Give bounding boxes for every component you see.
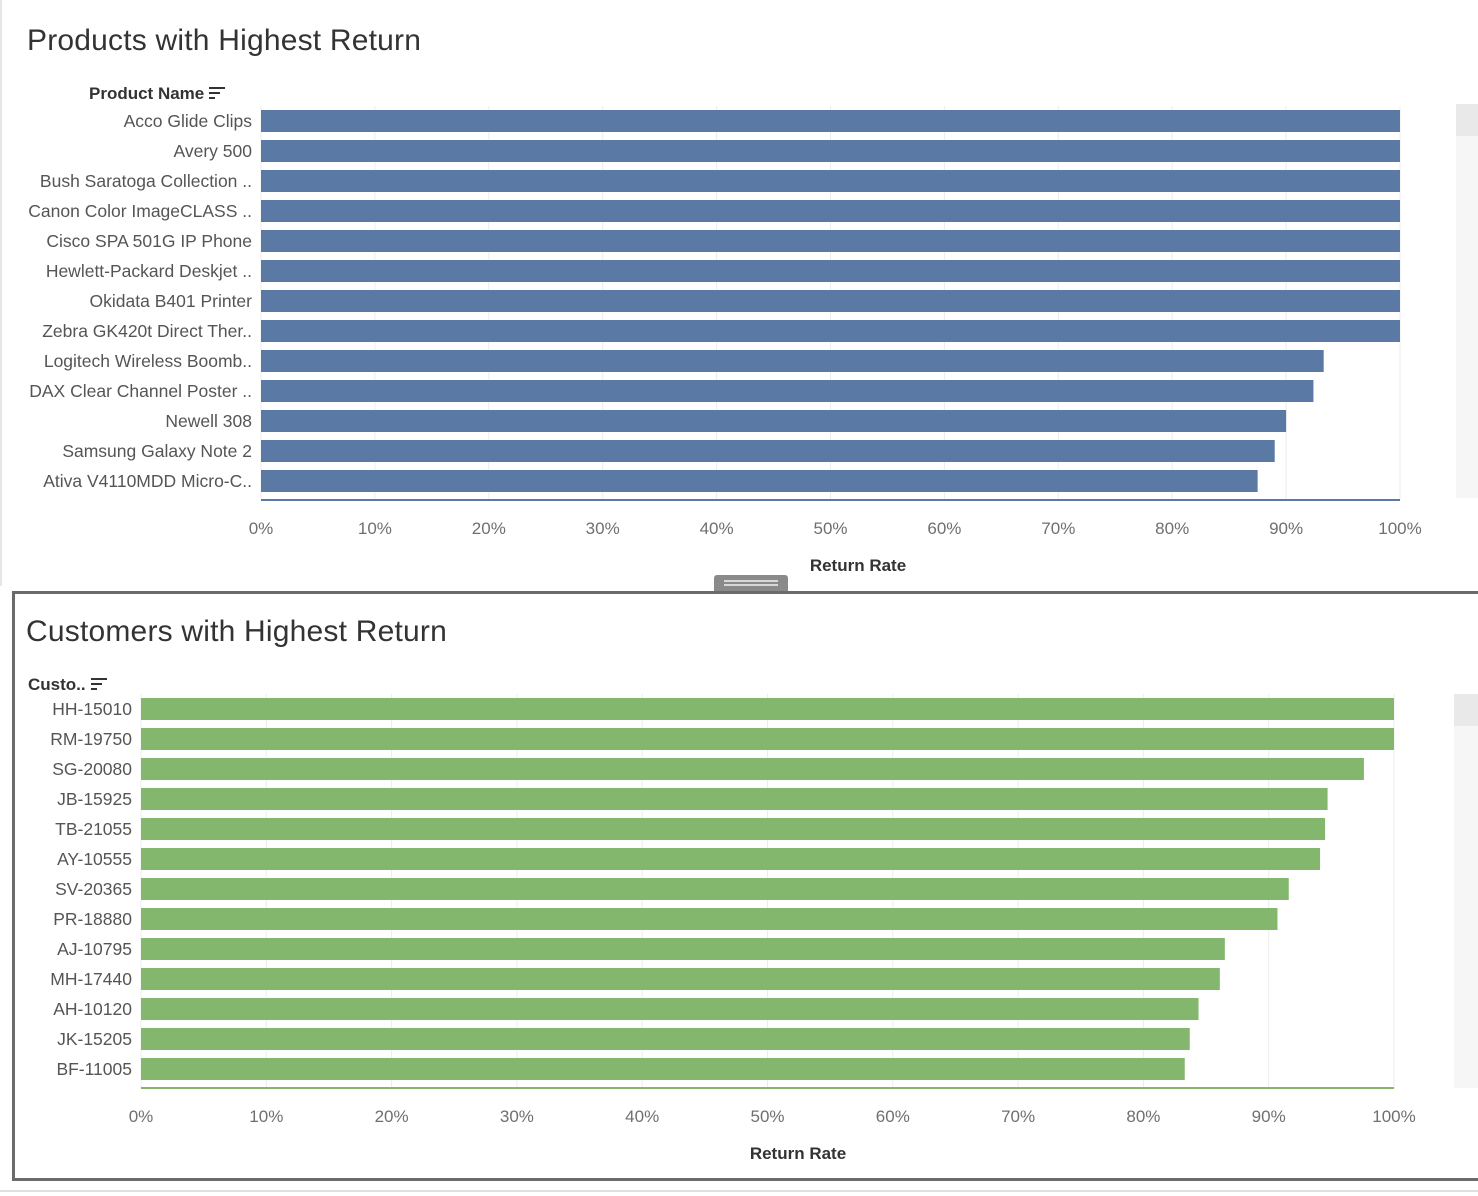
x-tick-label: 30% [586,519,620,538]
x-tick-label: 80% [1126,1107,1160,1126]
product-bar [261,350,1324,372]
bottom-divider [0,1190,1478,1192]
customer-label: SV-20365 [55,879,132,899]
customer-bar [141,848,1321,870]
customer-bar [141,788,1328,810]
product-label: Bush Saratoga Collection .. [40,171,252,191]
product-label: Cisco SPA 501G IP Phone [46,231,252,251]
product-label: DAX Clear Channel Poster .. [29,381,252,401]
x-tick-label: 50% [750,1107,784,1126]
x-tick-label: 70% [1041,519,1075,538]
product-label: Hewlett-Packard Deskjet .. [46,261,252,281]
x-tick-label: 10% [249,1107,283,1126]
sort-icon[interactable] [90,677,107,691]
product-label: Logitech Wireless Boomb.. [44,351,252,371]
products-scrollbar[interactable] [1456,104,1478,498]
customer-bar [141,1028,1190,1050]
product-bar [261,260,1400,282]
products-scrollbar-thumb[interactable] [1456,104,1478,136]
customer-label: AJ-10795 [57,939,132,959]
product-bar [261,410,1287,432]
x-axis-title: Return Rate [750,1144,846,1163]
customer-bar [141,908,1278,930]
x-tick-label: 40% [700,519,734,538]
customer-label: HH-15010 [52,699,132,719]
customer-label: JB-15925 [57,789,132,809]
x-tick-label: 50% [813,519,847,538]
x-tick-label: 100% [1378,519,1421,538]
x-tick-label: 100% [1372,1107,1415,1126]
product-bar [261,140,1400,162]
product-label: Ativa V4110MDD Micro-C.. [43,471,252,491]
customer-label: SG-20080 [52,759,132,779]
customer-label: BF-11005 [56,1059,132,1079]
x-tick-label: 0% [129,1107,154,1126]
x-tick-label: 60% [927,519,961,538]
customer-bar [141,698,1394,720]
customer-bar [141,998,1199,1020]
product-name-header[interactable]: Product Name [89,84,226,104]
customer-bar [141,818,1326,840]
x-tick-label: 90% [1269,519,1303,538]
customer-label: TB-21055 [55,819,132,839]
customer-label: AH-10120 [53,999,132,1019]
customer-bar [141,758,1364,780]
customer-label: RM-19750 [50,729,132,749]
product-label: Acco Glide Clips [124,111,253,131]
product-bar [261,440,1275,462]
customer-id-header-label: Custo.. [28,675,86,694]
product-label: Newell 308 [165,411,252,431]
product-label: Zebra GK420t Direct Ther.. [42,321,252,341]
product-bar [261,380,1314,402]
customers-panel-title: Customers with Highest Return [26,615,447,648]
x-tick-label: 40% [625,1107,659,1126]
product-label: Samsung Galaxy Note 2 [62,441,252,461]
sort-icon[interactable] [209,86,226,100]
product-bar [261,200,1400,222]
x-tick-label: 30% [500,1107,534,1126]
product-label: Okidata B401 Printer [90,291,253,311]
customer-bar [141,878,1289,900]
product-name-header-label: Product Name [89,84,205,103]
x-axis-title: Return Rate [810,556,906,575]
x-tick-label: 20% [375,1107,409,1126]
customer-label: PR-18880 [53,909,132,929]
product-bar [261,320,1400,342]
x-tick-label: 0% [249,519,274,538]
customer-label: JK-15205 [57,1029,132,1049]
customer-bar [141,728,1394,750]
product-bar [261,290,1400,312]
customer-label: AY-10555 [57,849,132,869]
x-tick-label: 10% [358,519,392,538]
product-label: Canon Color ImageCLASS .. [28,201,252,221]
customer-bar [141,968,1220,990]
product-bar [261,230,1400,252]
customer-bar [141,938,1225,960]
x-tick-label: 60% [876,1107,910,1126]
x-tick-label: 90% [1252,1107,1286,1126]
customer-label: MH-17440 [50,969,132,989]
customer-id-header[interactable]: Custo.. [28,675,107,695]
product-bar [261,470,1258,492]
product-bar [261,110,1400,132]
products-panel-title: Products with Highest Return [27,24,422,57]
x-tick-label: 70% [1001,1107,1035,1126]
product-label: Avery 500 [174,141,253,161]
x-tick-label: 20% [472,519,506,538]
customer-bar [141,1058,1185,1080]
customers-scrollbar-thumb[interactable] [1454,694,1478,726]
x-tick-label: 80% [1155,519,1189,538]
pane-divider-handle[interactable] [714,575,788,591]
product-bar [261,170,1400,192]
customers-scrollbar[interactable] [1454,694,1478,1088]
